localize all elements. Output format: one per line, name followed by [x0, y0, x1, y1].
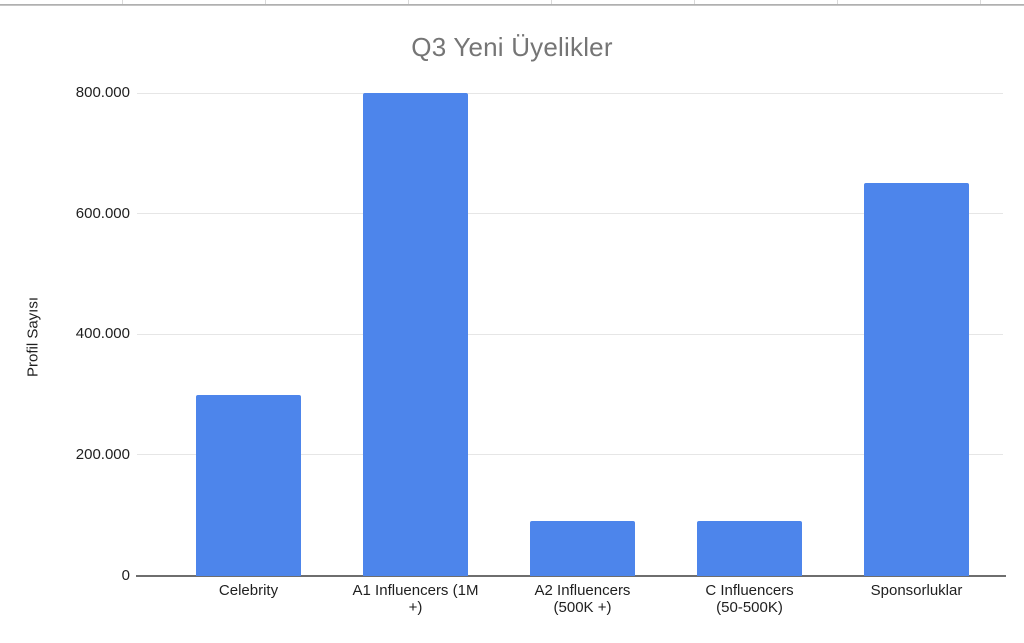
x-category-label-a2-influencers-500k: A2 Influencers (500K +): [534, 582, 631, 616]
y-tick-label: 400.000: [75, 325, 130, 343]
bar-a2-influencers-500k[interactable]: [530, 521, 635, 576]
y-gridline: [137, 454, 1003, 456]
bar-sponsorluklar[interactable]: [864, 183, 969, 576]
spreadsheet-grid-strip: [0, 0, 1024, 4]
y-tick-label: 0: [121, 566, 130, 584]
bar-c-influencers-50-500k[interactable]: [697, 521, 802, 576]
y-gridline: [137, 213, 1003, 215]
y-tick-label: 200.000: [75, 445, 130, 463]
x-category-label-celebrity: Celebrity: [218, 582, 279, 599]
chart-top-border: [0, 4, 1024, 6]
x-category-label-a1-influencers-1m: A1 Influencers (1M +): [352, 582, 479, 616]
x-axis-line: [136, 574, 1006, 577]
bar-a1-influencers-1m[interactable]: [363, 93, 468, 576]
x-category-label-sponsorluklar: Sponsorluklar: [870, 582, 963, 599]
y-tick-label: 800.000: [75, 84, 130, 101]
y-tick-label: 600.000: [75, 204, 130, 222]
x-category-label-c-influencers-50-500k: C Influencers (50-500K): [705, 582, 794, 616]
bar-celebrity[interactable]: [196, 394, 301, 576]
y-gridline: [137, 92, 1003, 94]
y-gridline: [137, 333, 1003, 335]
chart-title: Q3 Yeni Üyelikler: [411, 32, 613, 62]
